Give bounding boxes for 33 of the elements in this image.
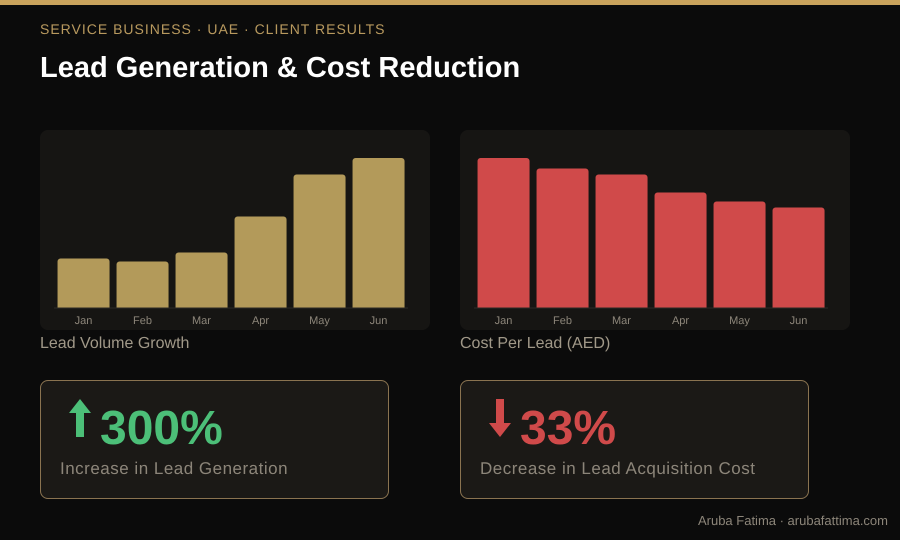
x-tick-label: Feb — [133, 314, 152, 327]
text: 33% — [520, 401, 616, 457]
bar — [596, 174, 648, 308]
bar — [536, 168, 589, 308]
text: SERVICE BUSINESS · UAE · CLIENT RESULTS — [40, 21, 386, 37]
x-tick-label: May — [309, 314, 330, 327]
bar — [234, 216, 287, 308]
bar — [116, 262, 169, 308]
x-tick-label: Mar — [612, 314, 632, 327]
x-tick-label: Feb — [553, 314, 572, 327]
x-tick-label: Mar — [192, 314, 212, 327]
bar — [352, 158, 405, 308]
x-tick-label: Jun — [790, 314, 808, 327]
text: Lead Volume Growth — [40, 335, 190, 353]
text: Cost Per Lead (AED) — [460, 335, 610, 353]
x-tick-label: Jan — [494, 314, 512, 327]
bar — [176, 252, 228, 308]
x-tick-label: May — [729, 314, 750, 327]
text: Lead Generation & Cost Reduction — [40, 52, 520, 85]
text: Decrease in Lead Acquisition Cost — [480, 459, 756, 479]
x-tick-label: Jan — [74, 314, 92, 327]
bar — [58, 258, 110, 308]
bar — [654, 192, 707, 308]
text: 300% — [100, 401, 223, 457]
x-tick-label: Apr — [252, 314, 270, 327]
x-tick-label: Jun — [370, 314, 388, 327]
bar — [714, 202, 766, 308]
bar — [478, 158, 530, 308]
text: Increase in Lead Generation — [60, 459, 288, 479]
x-tick-label: Apr — [672, 314, 690, 327]
text: Aruba Fatima · arubafattima.com — [698, 513, 888, 528]
bar — [772, 208, 825, 308]
bar — [294, 174, 346, 308]
